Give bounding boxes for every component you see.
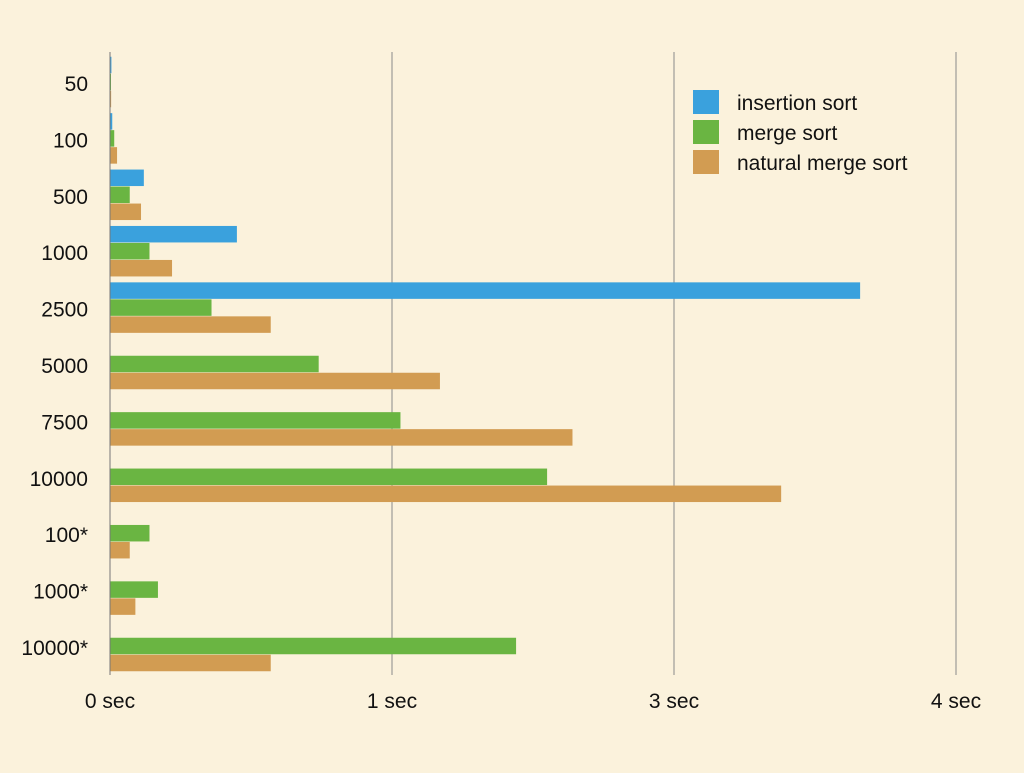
bar-natural-merge-sort: [110, 429, 573, 446]
bar-merge-sort: [110, 242, 150, 260]
legend-swatch: [693, 150, 719, 174]
x-tick-labels: 0 sec 1 sec 3 sec 4 sec: [85, 690, 981, 713]
category-label: 1000: [41, 242, 88, 265]
x-tick-label: 1 sec: [367, 690, 417, 713]
x-tick-label: 4 sec: [931, 690, 981, 713]
bar-merge-sort: [110, 186, 130, 204]
category-label: 5000: [41, 355, 88, 378]
bar-merge-sort: [110, 299, 212, 316]
bar-natural-merge-sort: [110, 203, 142, 221]
bar-merge-sort: [110, 130, 115, 147]
category-label: 7500: [41, 411, 88, 434]
legend-label: merge sort: [737, 122, 838, 145]
legend: insertion sort merge sort natural merge so…: [693, 90, 908, 175]
bar-natural-merge-sort: [110, 90, 112, 108]
bar-natural-merge-sort: [110, 316, 271, 333]
bar-merge-sort: [110, 524, 150, 542]
bar-insertion-sort: [110, 282, 861, 299]
gridlines: [391, 52, 957, 675]
bar-insertion-sort: [110, 56, 112, 74]
legend-label: natural merge sort: [737, 152, 908, 175]
category-label: 2500: [41, 299, 88, 322]
category-label: 10000*: [21, 637, 88, 660]
bar-natural-merge-sort: [110, 372, 440, 390]
bar-natural-merge-sort: [110, 598, 136, 615]
bar-merge-sort: [110, 637, 517, 655]
x-tick-label: 3 sec: [649, 690, 699, 713]
category-label: 1000*: [33, 581, 88, 604]
bar-natural-merge-sort: [110, 259, 173, 277]
category-label: 500: [53, 186, 88, 209]
bar-merge-sort: [110, 355, 319, 373]
bar-natural-merge-sort: [110, 147, 118, 164]
legend-swatch: [693, 90, 719, 114]
category-label: 100: [53, 129, 88, 152]
bar-insertion-sort: [110, 113, 113, 130]
bar-natural-merge-sort: [110, 654, 271, 672]
bar-natural-merge-sort: [110, 485, 782, 503]
bar-merge-sort: [110, 468, 548, 486]
legend-swatch: [693, 120, 719, 144]
category-label: 50: [65, 73, 88, 96]
category-label: 10000: [30, 468, 88, 491]
category-label: 100*: [45, 524, 88, 547]
x-tick-label: 0 sec: [85, 690, 135, 713]
bar-insertion-sort: [110, 169, 144, 187]
legend-label: insertion sort: [737, 92, 857, 115]
bars: [110, 56, 861, 672]
bar-merge-sort: [110, 581, 158, 598]
bar-natural-merge-sort: [110, 541, 130, 559]
category-labels: 50 100 500 1000 2500 5000 7500 10000 100* 1000* 10…: [21, 73, 88, 660]
bar-insertion-sort: [110, 225, 237, 243]
bar-merge-sort: [110, 412, 401, 429]
